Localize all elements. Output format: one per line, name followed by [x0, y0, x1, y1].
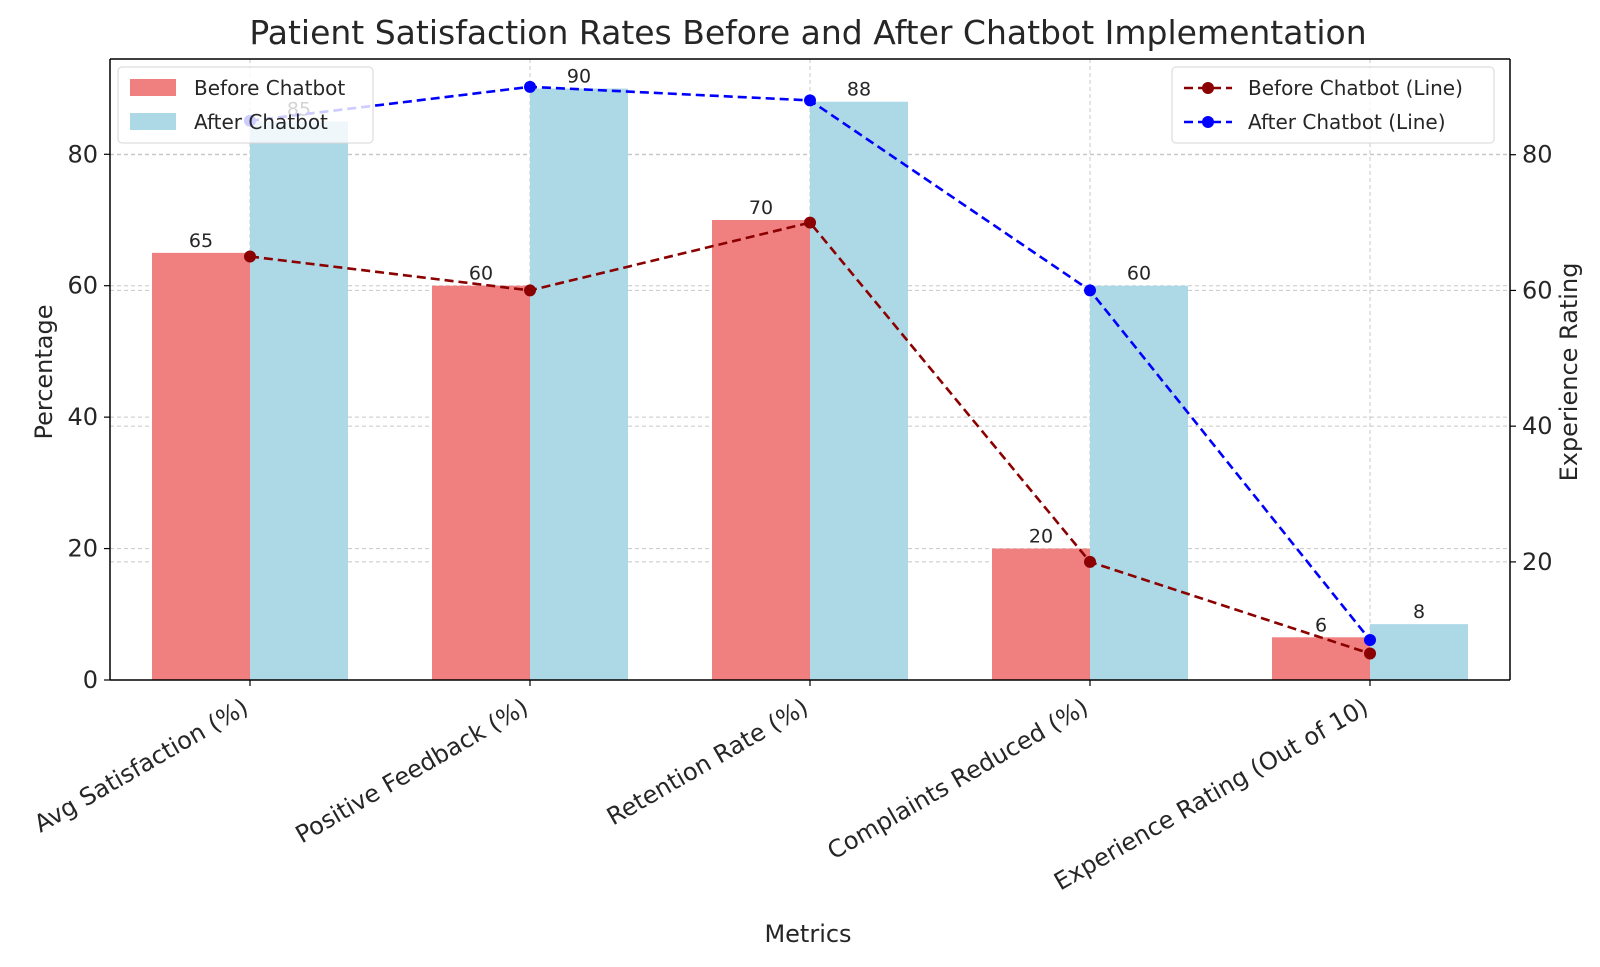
y2-tick-label: 80 — [1522, 141, 1553, 169]
legend-label: After Chatbot — [194, 110, 328, 134]
bar-legend-box — [117, 66, 374, 144]
y2-axis-title: Experience Rating — [1555, 263, 1583, 482]
bar-value-label: 90 — [567, 66, 591, 88]
bar — [1272, 637, 1370, 680]
lines-layer — [244, 80, 1376, 660]
legend-label: Before Chatbot (Line) — [1248, 76, 1463, 100]
x-tick-label: Retention Rate (%) — [602, 693, 813, 831]
bar-value-label: 88 — [847, 79, 871, 101]
x-tick-label: Avg Satisfaction (%) — [29, 693, 253, 838]
line-point — [1364, 633, 1376, 646]
x-tick-label: Complaints Reduced (%) — [823, 693, 1093, 865]
line-point — [524, 284, 536, 297]
legend-swatch — [130, 113, 176, 130]
y2-tick-label: 20 — [1522, 548, 1553, 576]
y2-tick-label: 60 — [1522, 276, 1553, 304]
bar — [1090, 285, 1188, 680]
y2-tick-label: 40 — [1522, 412, 1553, 440]
bar — [530, 88, 628, 681]
bar-value-label: 60 — [1127, 263, 1151, 285]
bar-value-label: 70 — [749, 197, 773, 219]
line-point — [1084, 284, 1096, 297]
line-legend-box — [1171, 66, 1495, 144]
bar-value-label: 65 — [189, 230, 213, 252]
y-tick-label: 80 — [67, 140, 98, 168]
x-tick-label: Experience Rating (Out of 10) — [1049, 693, 1373, 896]
x-tick-label: Positive Feedback (%) — [291, 693, 533, 849]
line-point — [1364, 647, 1376, 660]
y-tick-label: 0 — [83, 666, 98, 694]
legend-label: Before Chatbot — [194, 76, 345, 100]
legend-layer: Before Chatbot After Chatbot Before Chatbo… — [117, 66, 1495, 144]
bar — [1370, 624, 1468, 680]
bar — [810, 101, 908, 680]
bar — [992, 548, 1090, 680]
legend-marker — [1202, 116, 1214, 128]
line-point — [244, 250, 256, 263]
bar-value-label: 6 — [1315, 614, 1327, 636]
bar — [152, 252, 250, 680]
bars-layer: 656070206859088608 — [152, 66, 1468, 681]
line-point — [1084, 555, 1096, 568]
y-tick-label: 20 — [67, 535, 98, 563]
line-point — [804, 216, 816, 229]
y-tick-label: 60 — [67, 272, 98, 300]
bar-value-label: 60 — [469, 263, 493, 285]
bar-value-label: 20 — [1029, 526, 1053, 548]
chart-title: Patient Satisfaction Rates Before and Af… — [249, 13, 1366, 52]
x-axis-title: Metrics — [764, 920, 851, 948]
bar — [432, 285, 530, 680]
bar — [712, 220, 810, 680]
legend-swatch — [130, 79, 176, 96]
y-axis-title: Percentage — [30, 304, 58, 439]
legend-label: After Chatbot (Line) — [1248, 110, 1446, 134]
bar-value-label: 8 — [1413, 601, 1425, 623]
y-tick-label: 40 — [67, 403, 98, 431]
bar — [250, 121, 348, 680]
line-point — [804, 94, 816, 107]
series-line — [249, 221, 1371, 655]
legend-marker — [1202, 82, 1214, 94]
line-point — [524, 80, 536, 93]
